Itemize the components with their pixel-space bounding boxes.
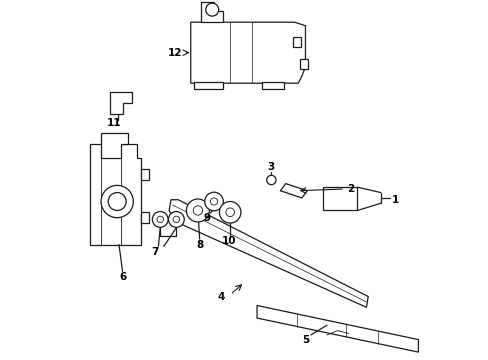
Text: 11: 11 — [106, 118, 121, 128]
Text: 8: 8 — [196, 239, 203, 249]
Text: 5: 5 — [301, 334, 308, 345]
Text: 7: 7 — [151, 247, 158, 257]
Bar — [323, 187, 357, 211]
Circle shape — [101, 185, 133, 218]
Text: 10: 10 — [222, 236, 236, 246]
Polygon shape — [101, 134, 128, 158]
Circle shape — [205, 3, 218, 16]
Circle shape — [168, 212, 184, 227]
Circle shape — [219, 202, 241, 223]
Circle shape — [266, 175, 276, 185]
Circle shape — [186, 199, 209, 222]
FancyBboxPatch shape — [292, 37, 300, 47]
Polygon shape — [169, 200, 367, 307]
Polygon shape — [201, 3, 223, 22]
FancyBboxPatch shape — [194, 82, 223, 89]
Circle shape — [157, 216, 163, 223]
Circle shape — [173, 216, 179, 223]
Polygon shape — [280, 184, 306, 198]
Circle shape — [210, 198, 217, 205]
Text: 1: 1 — [391, 195, 398, 205]
Circle shape — [204, 192, 223, 211]
Text: 9: 9 — [203, 213, 210, 222]
Text: 12: 12 — [167, 48, 182, 58]
Polygon shape — [140, 212, 149, 223]
Text: 2: 2 — [346, 184, 353, 194]
Circle shape — [152, 212, 168, 227]
Text: 6: 6 — [119, 272, 126, 282]
Circle shape — [108, 193, 126, 211]
Polygon shape — [190, 22, 305, 83]
Text: 3: 3 — [267, 162, 274, 172]
Circle shape — [193, 206, 202, 215]
Polygon shape — [110, 92, 131, 114]
Polygon shape — [257, 306, 418, 352]
FancyBboxPatch shape — [262, 82, 284, 89]
Text: 4: 4 — [217, 292, 224, 302]
FancyBboxPatch shape — [300, 59, 307, 69]
Circle shape — [225, 208, 234, 217]
Polygon shape — [90, 144, 140, 244]
Polygon shape — [140, 169, 149, 180]
